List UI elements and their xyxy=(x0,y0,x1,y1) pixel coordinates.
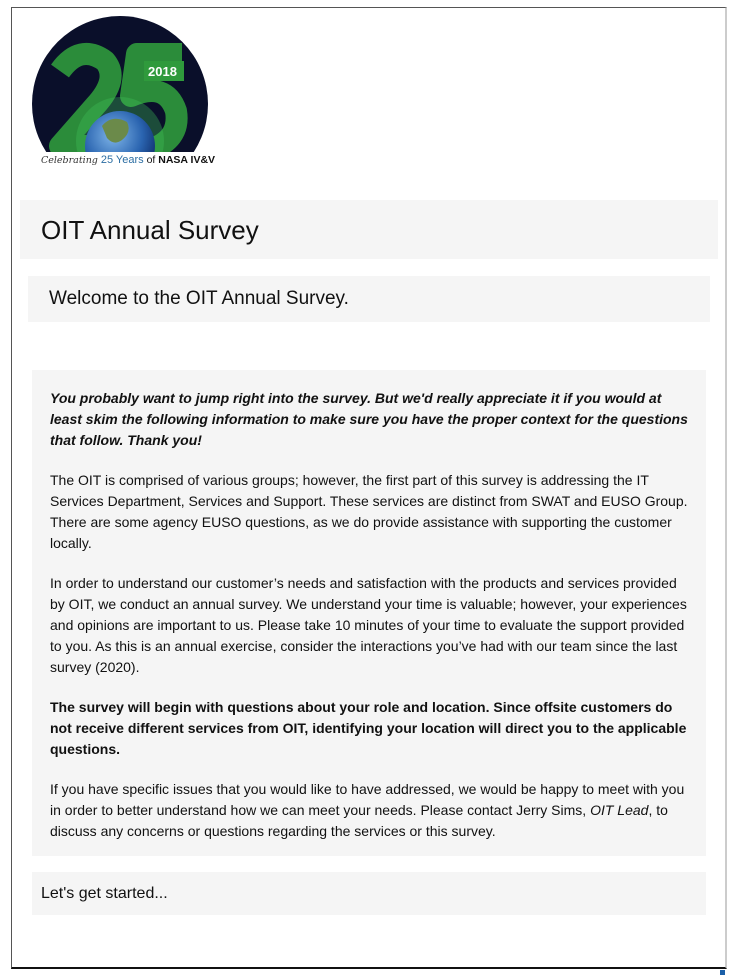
page-title: OIT Annual Survey xyxy=(41,215,259,245)
logo-25-shape xyxy=(49,43,188,152)
survey-header: OIT Annual Survey xyxy=(20,200,718,259)
survey-frame xyxy=(11,7,727,969)
intro-paragraph-4: If you have specific issues that you wou… xyxy=(50,779,690,842)
welcome-banner: Welcome to the OIT Annual Survey. xyxy=(28,276,710,322)
contact-text-end: , to discuss any concerns or questions r… xyxy=(50,802,668,839)
intro-paragraph-2: In order to understand our customer’s ne… xyxy=(50,575,687,675)
caption-years: 25 Years xyxy=(100,154,144,166)
intro-paragraph-1: The OIT is comprised of various groups; … xyxy=(50,472,688,551)
welcome-text: Welcome to the OIT Annual Survey. xyxy=(49,288,349,309)
caption-of: of xyxy=(146,154,156,166)
logo-caption: Celebrating 25 Years of NASA IV&V xyxy=(41,154,215,167)
intro-card: You probably want to jump right into the… xyxy=(32,370,706,856)
nasa-ivv-25-years-logo: 2018 xyxy=(32,16,208,152)
intro-paragraph-3: The survey will begin with questions abo… xyxy=(50,699,687,757)
get-started-section: Let's get started... xyxy=(32,872,706,915)
logo-year: 2018 xyxy=(148,64,177,79)
contact-role: OIT Lead xyxy=(590,802,649,818)
intro-lead: You probably want to jump right into the… xyxy=(50,390,688,448)
resize-corner-icon xyxy=(720,970,725,975)
caption-prefix: Celebrating xyxy=(41,155,98,166)
caption-org: NASA IV&V xyxy=(158,154,216,166)
contact-text: If you have specific issues that you wou… xyxy=(50,781,685,818)
get-started-text: Let's get started... xyxy=(41,885,168,902)
